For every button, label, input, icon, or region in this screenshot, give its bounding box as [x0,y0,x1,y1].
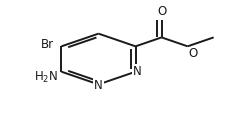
Text: O: O [157,5,166,18]
Text: Br: Br [41,38,54,51]
Text: N: N [133,65,142,78]
Text: N: N [94,79,103,92]
Text: H$_2$N: H$_2$N [34,70,58,85]
Text: O: O [189,47,198,60]
